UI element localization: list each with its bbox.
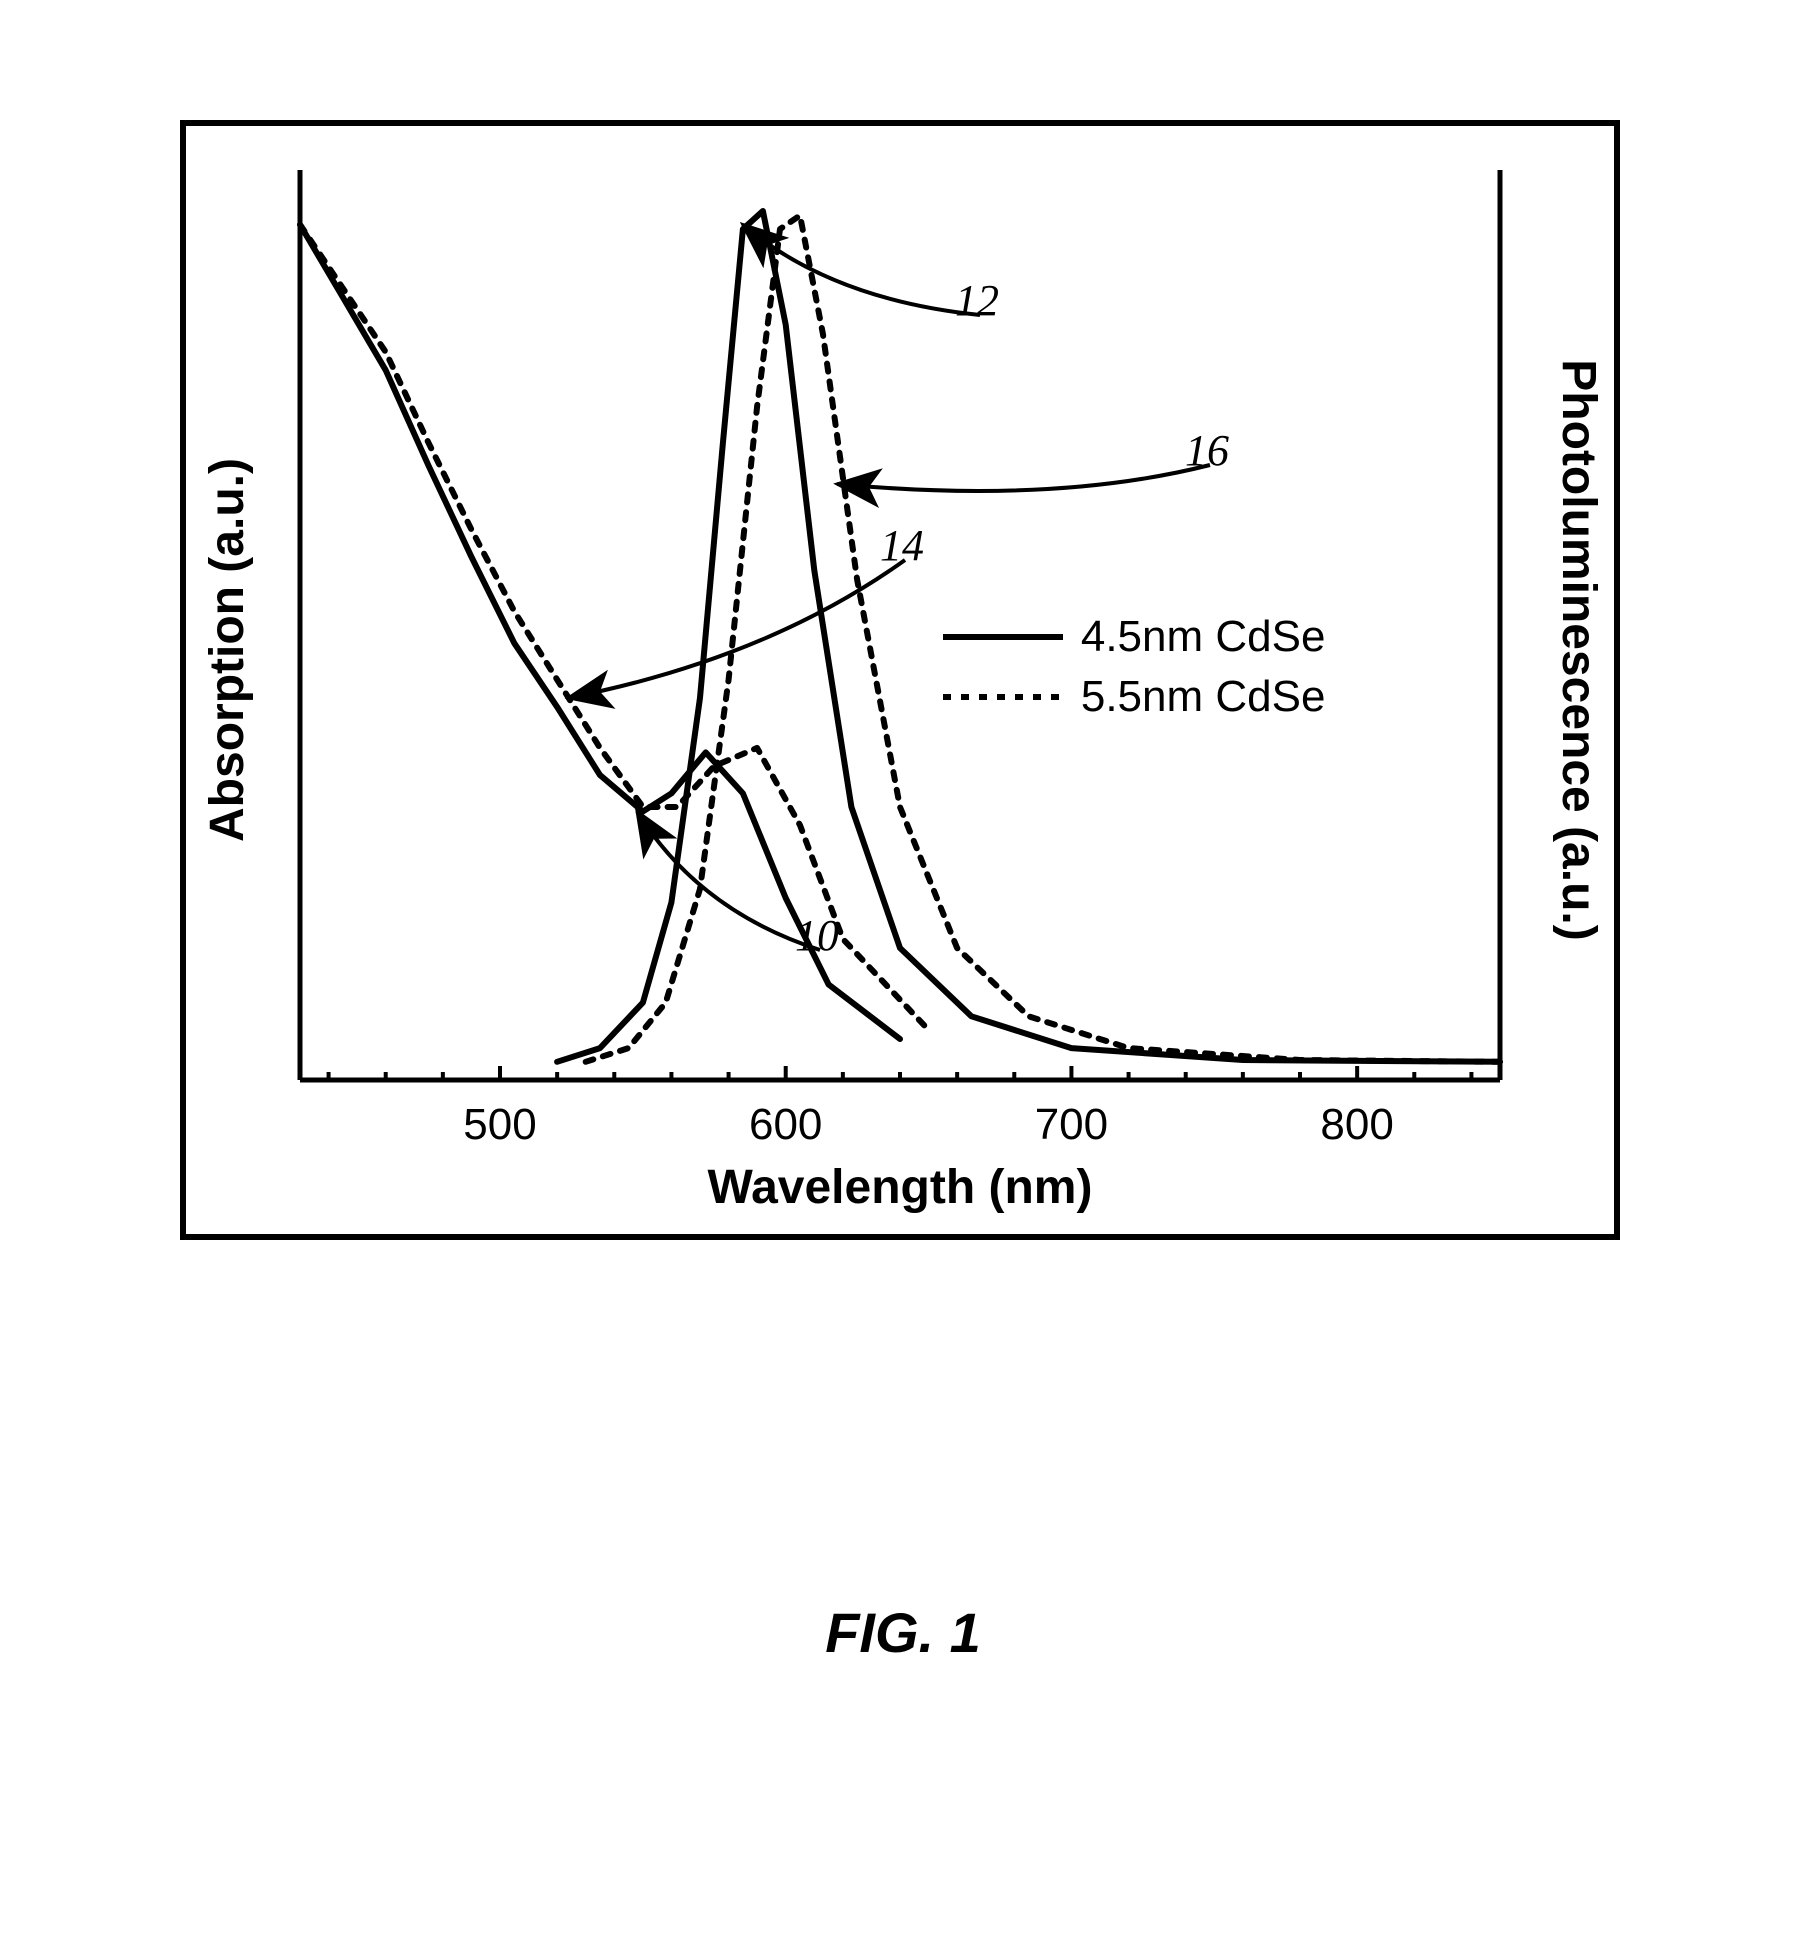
x-tick-label: 700 — [1035, 1100, 1108, 1150]
callout-label-12: 12 — [955, 275, 999, 326]
callout-label-14: 14 — [880, 520, 924, 571]
chart-svg — [180, 120, 1620, 1240]
legend-swatch-dashed — [943, 677, 1063, 717]
legend-label-0: 4.5nm CdSe — [1081, 612, 1326, 662]
callout-label-16: 16 — [1185, 425, 1229, 476]
y-axis-right-label: Photoluminescence (a.u.) — [1546, 170, 1606, 1130]
legend-swatch-solid — [943, 617, 1063, 657]
callout-label-10: 10 — [795, 910, 839, 961]
x-tick-label: 500 — [463, 1100, 536, 1150]
legend-label-1: 5.5nm CdSe — [1081, 672, 1326, 722]
legend: 4.5nm CdSe 5.5nm CdSe — [943, 607, 1326, 727]
figure-caption: FIG. 1 — [0, 1600, 1806, 1665]
legend-item-0: 4.5nm CdSe — [943, 607, 1326, 667]
x-tick-label: 600 — [749, 1100, 822, 1150]
legend-item-1: 5.5nm CdSe — [943, 667, 1326, 727]
x-tick-label: 800 — [1320, 1100, 1393, 1150]
figure-page: Absorption (a.u.) Photoluminescence (a.u… — [0, 0, 1806, 1937]
x-axis-label: Wavelength (nm) — [180, 1160, 1620, 1215]
y-axis-left-label: Absorption (a.u.) — [200, 170, 260, 1130]
